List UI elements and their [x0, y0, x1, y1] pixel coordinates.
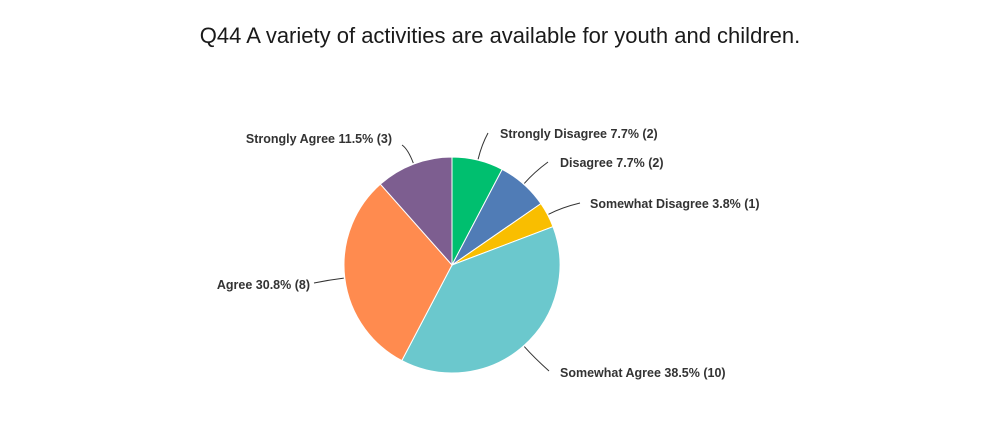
slice-label: Somewhat Agree 38.5% (10) — [560, 366, 726, 380]
slice-label: Somewhat Disagree 3.8% (1) — [590, 197, 760, 211]
leader-line — [477, 132, 489, 160]
slice-label: Agree 30.8% (8) — [217, 278, 310, 292]
slice-label: Disagree 7.7% (2) — [560, 156, 664, 170]
slice-label: Strongly Disagree 7.7% (2) — [500, 127, 658, 141]
pie-slice-somewhat-agree — [401, 226, 561, 374]
slice-label: Strongly Agree 11.5% (3) — [246, 132, 392, 146]
leader-line — [401, 144, 414, 164]
leader-line — [313, 277, 344, 284]
pie-slice-strongly-agree — [379, 156, 453, 267]
chart-title: Q44 A variety of activities are availabl… — [199, 23, 801, 48]
leader-line — [523, 346, 550, 372]
leader-line — [523, 161, 549, 184]
leader-line — [548, 202, 581, 215]
pie-slice-agree — [343, 183, 453, 362]
